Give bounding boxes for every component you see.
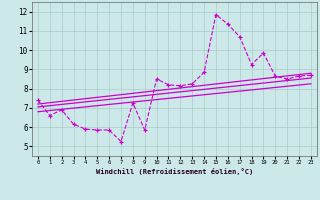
X-axis label: Windchill (Refroidissement éolien,°C): Windchill (Refroidissement éolien,°C) — [96, 168, 253, 175]
